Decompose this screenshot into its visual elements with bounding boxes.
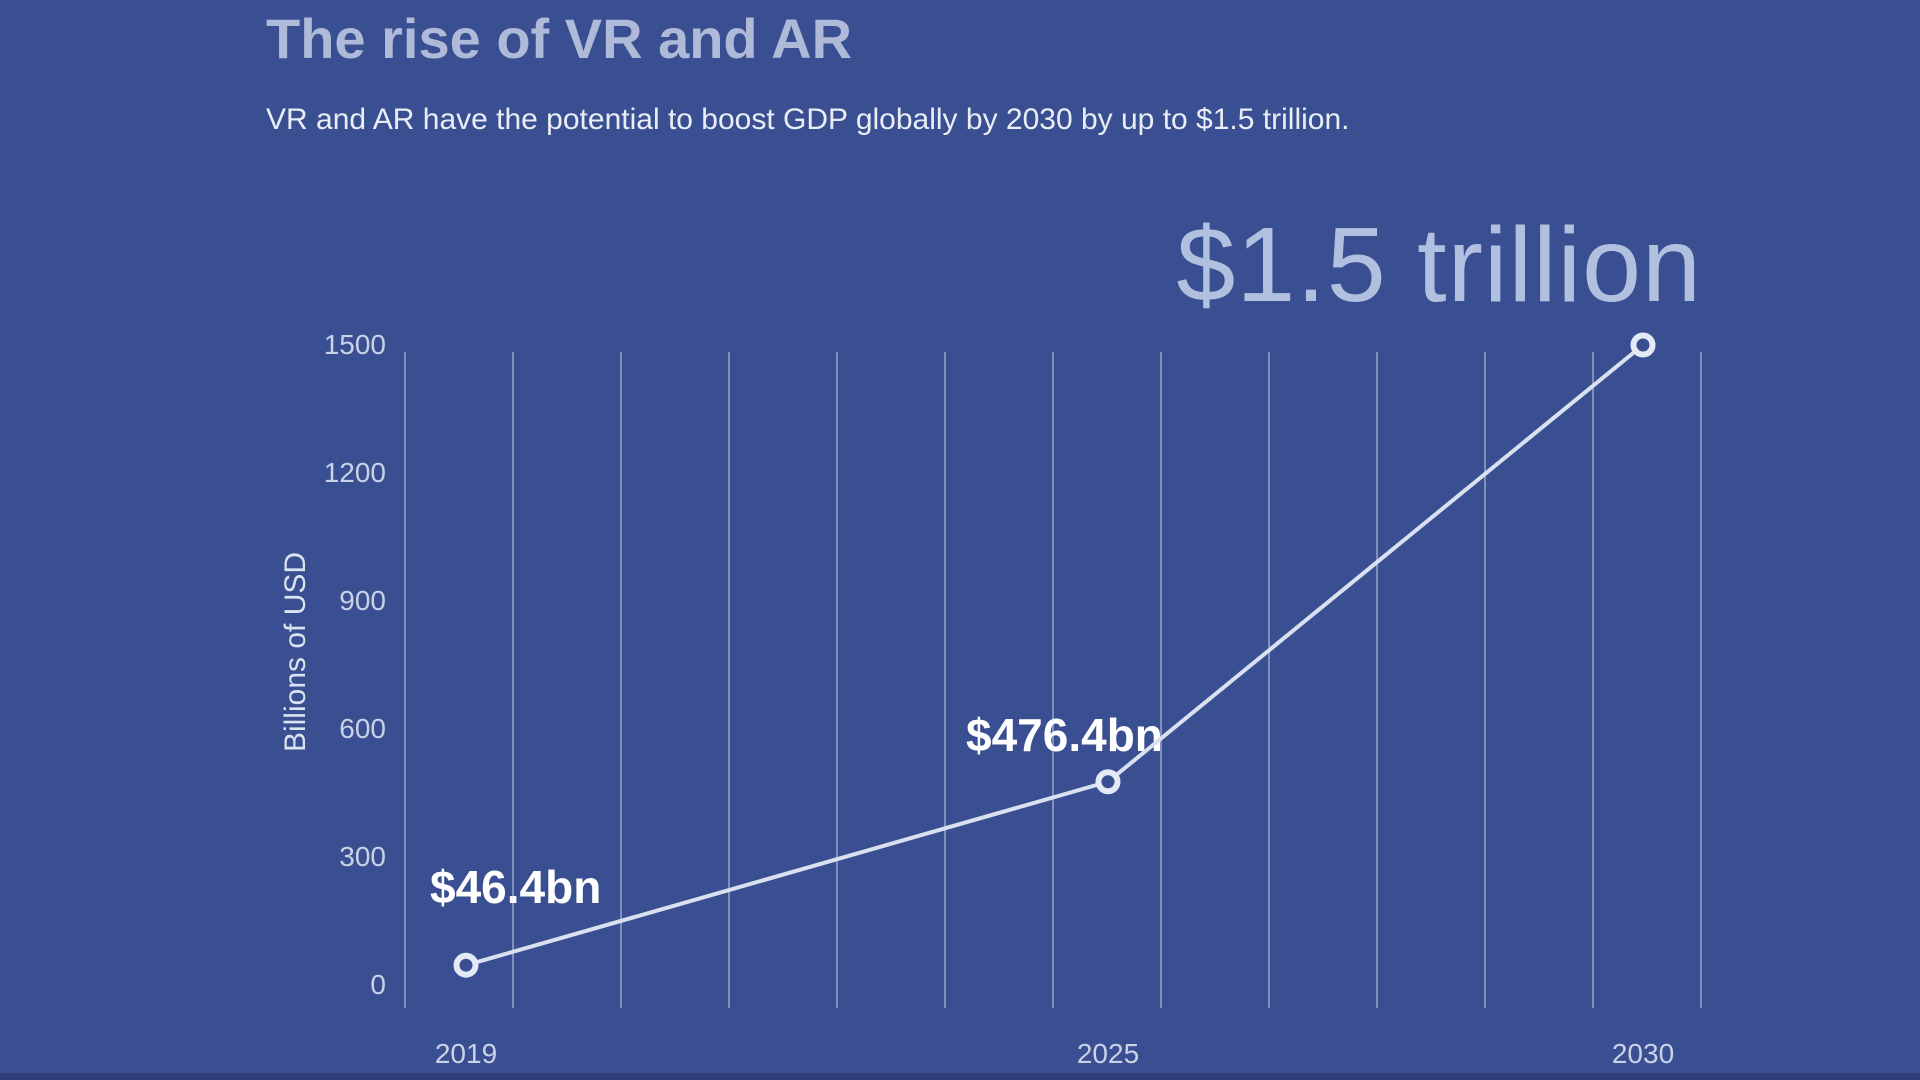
x-tick-label: 2025: [1076, 1038, 1140, 1069]
page-title: The rise of VR and AR: [266, 7, 853, 70]
x-tick-label: 2019: [434, 1038, 498, 1069]
y-tick-label: 900: [339, 585, 386, 616]
data-line: [465, 343, 1645, 968]
bottom-edge-strip: [0, 1073, 1920, 1080]
data-point-marker: [1630, 332, 1656, 358]
y-tick-label: 1500: [323, 329, 386, 360]
data-label-2025-value: $476.4bn: [966, 709, 1163, 761]
x-tick-label: 2030: [1611, 1038, 1675, 1069]
data-label-2030-big-value: $1.5 trillion: [1176, 206, 1702, 324]
y-tick-label: 0: [370, 969, 386, 1000]
data-label-2019-value: $46.4bn: [430, 861, 602, 913]
y-tick-label: 1200: [323, 457, 386, 488]
data-point-marker: [1095, 769, 1121, 795]
page-subtitle: VR and AR have the potential to boost GD…: [266, 103, 1350, 136]
y-tick-label: 300: [339, 841, 386, 872]
data-point-marker: [453, 952, 479, 978]
y-tick-label: 600: [339, 713, 386, 744]
